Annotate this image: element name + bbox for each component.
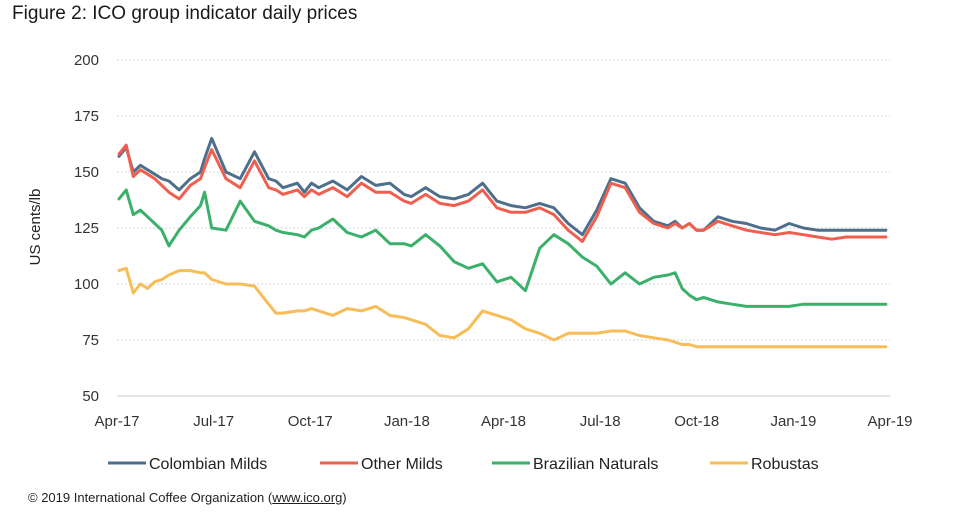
- series-line-robustas: [117, 266, 888, 349]
- x-tick-label: Oct-17: [288, 413, 333, 430]
- x-tick-label: Jan-18: [384, 413, 430, 430]
- y-tick-label: 100: [74, 276, 99, 293]
- y-axis-label: US cents/lb: [27, 189, 44, 266]
- x-tick-label: Apr-18: [481, 413, 526, 430]
- series-line-colombian-milds: [117, 136, 888, 237]
- x-tick-label: Jan-19: [770, 413, 816, 430]
- y-tick-label: 150: [74, 164, 99, 181]
- y-tick-label: 200: [74, 52, 99, 69]
- chart-title: Figure 2: ICO group indicator daily pric…: [12, 3, 358, 24]
- legend-label: Colombian Milds: [149, 456, 267, 473]
- y-tick-label: 125: [74, 220, 99, 237]
- legend: Colombian Milds Other Milds Brazilian Natu…: [108, 456, 819, 473]
- legend-label: Robustas: [751, 456, 819, 473]
- y-axis-ticks: 50 75 100 125 150 175 200: [74, 52, 99, 405]
- x-tick-label: Jul-17: [193, 413, 234, 430]
- series-lines: [117, 136, 888, 349]
- copyright-close: ): [342, 490, 347, 505]
- line-chart: 50 75 100 125 150 175 200 Apr-17 Jul-17 Oct-17 Ja…: [27, 52, 913, 473]
- ico-website-link[interactable]: www.ico.org: [272, 490, 343, 505]
- x-tick-label: Jul-18: [580, 413, 621, 430]
- y-tick-label: 50: [82, 388, 99, 405]
- y-tick-label: 175: [74, 108, 99, 125]
- gridlines: [117, 59, 890, 341]
- series-line-brazilian-naturals: [117, 188, 888, 308]
- x-tick-label: Apr-19: [867, 413, 912, 430]
- legend-label: Brazilian Naturals: [533, 456, 658, 473]
- y-tick-label: 75: [82, 332, 99, 349]
- series-line-other-milds: [117, 143, 888, 243]
- copyright-text: © 2019 International Coffee Organization…: [28, 490, 273, 505]
- copyright-footer: © 2019 International Coffee Organization…: [28, 490, 347, 505]
- x-tick-label: Apr-17: [94, 413, 139, 430]
- x-tick-label: Oct-18: [674, 413, 719, 430]
- legend-label: Other Milds: [361, 456, 443, 473]
- x-axis-ticks: Apr-17 Jul-17 Oct-17 Jan-18 Apr-18 Jul-18 Oct-…: [94, 413, 912, 430]
